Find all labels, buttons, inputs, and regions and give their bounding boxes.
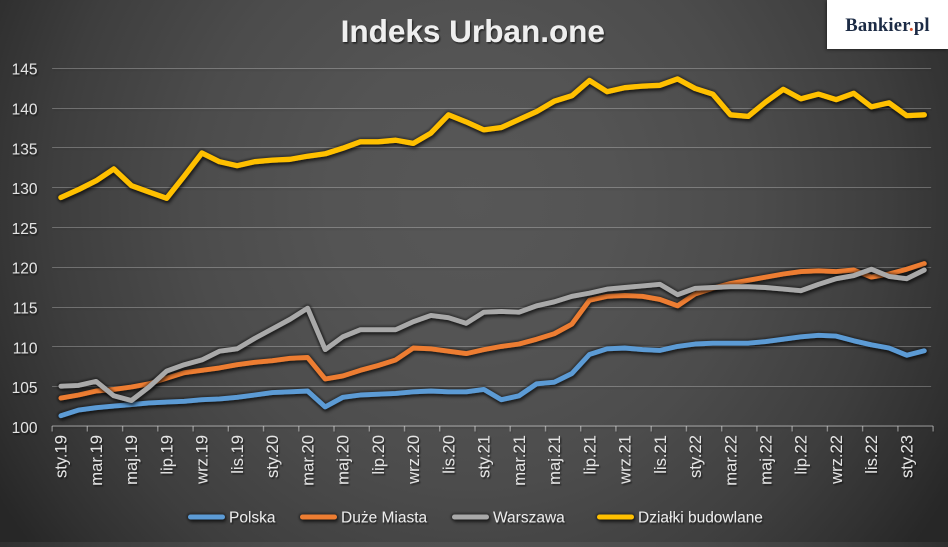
svg-text:wrz.22: wrz.22 — [827, 435, 846, 485]
svg-text:maj.22: maj.22 — [757, 435, 776, 485]
svg-text:sty.19: sty.19 — [52, 435, 71, 478]
svg-text:Indeks Urban.one: Indeks Urban.one — [341, 13, 605, 49]
svg-text:145: 145 — [12, 62, 38, 79]
svg-text:mar.21: mar.21 — [510, 435, 529, 486]
svg-text:130: 130 — [12, 181, 38, 198]
svg-text:125: 125 — [12, 221, 38, 238]
svg-text:100: 100 — [12, 420, 38, 437]
svg-text:140: 140 — [12, 102, 38, 119]
svg-text:maj.21: maj.21 — [545, 435, 564, 485]
svg-text:lip.20: lip.20 — [369, 435, 388, 475]
svg-text:sty.20: sty.20 — [263, 435, 282, 478]
svg-text:maj.20: maj.20 — [334, 435, 353, 485]
svg-text:lip.19: lip.19 — [157, 435, 176, 475]
svg-text:120: 120 — [12, 261, 38, 278]
svg-text:lip.22: lip.22 — [792, 435, 811, 475]
svg-text:wrz.21: wrz.21 — [616, 435, 635, 485]
svg-text:lip.21: lip.21 — [580, 435, 599, 475]
svg-text:Polska: Polska — [229, 509, 276, 526]
svg-text:lis.19: lis.19 — [228, 435, 247, 474]
svg-text:mar.19: mar.19 — [87, 435, 106, 486]
svg-text:mar.22: mar.22 — [721, 435, 740, 486]
svg-text:wrz.19: wrz.19 — [193, 435, 212, 485]
svg-text:Warszawa: Warszawa — [493, 509, 565, 526]
svg-text:135: 135 — [12, 141, 38, 158]
svg-text:sty.21: sty.21 — [475, 435, 494, 478]
svg-text:wrz.20: wrz.20 — [404, 435, 423, 485]
svg-text:maj.19: maj.19 — [122, 435, 141, 485]
svg-text:sty.22: sty.22 — [686, 435, 705, 478]
svg-text:lis.22: lis.22 — [862, 435, 881, 474]
svg-text:mar.20: mar.20 — [298, 435, 317, 486]
svg-text:110: 110 — [13, 340, 38, 357]
svg-text:Duże Miasta: Duże Miasta — [341, 509, 428, 526]
svg-text:lis.20: lis.20 — [439, 435, 458, 474]
svg-text:lis.21: lis.21 — [651, 435, 670, 474]
svg-text:105: 105 — [12, 380, 38, 397]
svg-text:sty.23: sty.23 — [898, 435, 917, 478]
svg-text:115: 115 — [13, 301, 38, 318]
svg-text:Działki budowlane: Działki budowlane — [638, 509, 763, 526]
